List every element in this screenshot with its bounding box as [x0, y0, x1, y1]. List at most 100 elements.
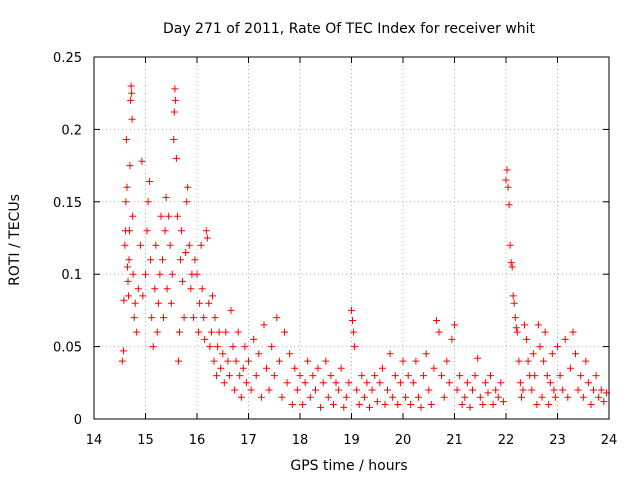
data-point [420, 372, 428, 380]
data-point [133, 328, 141, 336]
data-point [156, 270, 164, 278]
data-point [505, 201, 513, 209]
y-tick-label: 0.15 [53, 196, 82, 211]
data-point [257, 393, 265, 401]
data-point [273, 314, 281, 322]
data-point [143, 227, 151, 235]
data-point [600, 398, 608, 406]
data-point [170, 136, 178, 143]
data-point [479, 401, 487, 408]
data-point [518, 393, 525, 401]
data-point [396, 379, 404, 387]
y-tick-label: 0.1 [61, 268, 82, 283]
data-points [118, 82, 610, 411]
data-point [252, 372, 260, 380]
data-point [499, 398, 507, 406]
data-point [234, 328, 242, 336]
data-point [130, 314, 138, 322]
data-point [214, 343, 222, 351]
data-point [128, 115, 136, 123]
data-point [512, 324, 520, 332]
data-point [435, 328, 443, 336]
data-point [219, 350, 227, 358]
x-tick-label: 21 [446, 433, 463, 448]
data-point [484, 389, 492, 397]
data-point [224, 357, 232, 365]
y-tick-label: 0 [74, 413, 82, 428]
x-tick-label: 19 [343, 433, 360, 448]
data-point [179, 277, 187, 285]
data-point [126, 227, 133, 235]
data-point [456, 372, 464, 380]
data-point [492, 386, 500, 394]
data-point [301, 379, 309, 387]
data-point [127, 96, 135, 104]
data-point [119, 347, 127, 355]
axis-ticks: 14 15 16 17 18 19 20 21 22 23 24 0 0.05 0.1 0.15 0.2 0.2… [53, 51, 617, 448]
x-tick-label: 17 [240, 433, 257, 448]
x-tick-label: 15 [137, 433, 154, 448]
data-point [463, 379, 471, 387]
data-point [193, 270, 201, 278]
data-point [381, 401, 389, 408]
data-point [497, 379, 505, 387]
data-point [389, 393, 397, 401]
data-point [597, 386, 605, 394]
data-point [376, 379, 384, 387]
data-point [129, 212, 137, 220]
data-point [373, 398, 381, 406]
data-point [409, 379, 417, 387]
data-point [139, 292, 147, 300]
data-point [538, 393, 546, 401]
data-point [182, 249, 190, 256]
data-point [561, 335, 569, 343]
data-point [296, 372, 304, 380]
data-point [574, 386, 582, 394]
x-tick-label: 20 [395, 433, 412, 448]
data-point [384, 386, 391, 394]
data-point [162, 194, 170, 201]
data-point [151, 285, 159, 293]
data-point [309, 372, 317, 380]
data-point [332, 379, 340, 387]
data-point [440, 393, 448, 401]
data-point [265, 386, 273, 394]
data-point [353, 386, 361, 394]
data-point [417, 403, 425, 411]
data-point [469, 386, 476, 394]
data-point [541, 328, 549, 336]
data-point [195, 328, 202, 336]
data-point [217, 364, 225, 372]
data-point [415, 393, 422, 401]
data-point [404, 372, 412, 380]
data-point [529, 350, 537, 358]
data-point [157, 212, 165, 220]
y-axis-label: ROTI / TECUs [7, 194, 23, 286]
data-point [159, 256, 166, 264]
data-point [319, 379, 327, 387]
data-point [531, 372, 539, 380]
data-point [510, 299, 518, 307]
data-point [327, 372, 335, 380]
data-point [245, 357, 252, 365]
data-point [394, 401, 402, 408]
data-point [176, 328, 183, 336]
data-point [513, 328, 521, 336]
data-point [506, 241, 514, 249]
x-tick-label: 22 [498, 433, 515, 448]
data-point [178, 227, 185, 235]
data-point [425, 386, 433, 394]
data-point [402, 393, 410, 401]
data-point [368, 386, 376, 394]
data-point [412, 357, 420, 365]
data-point [118, 357, 126, 365]
data-point [355, 401, 363, 408]
data-point [554, 343, 561, 351]
data-point [220, 379, 228, 387]
data-point [548, 350, 556, 358]
data-point [142, 270, 149, 278]
data-point [231, 386, 239, 394]
data-point [165, 212, 173, 220]
data-point [242, 379, 250, 387]
